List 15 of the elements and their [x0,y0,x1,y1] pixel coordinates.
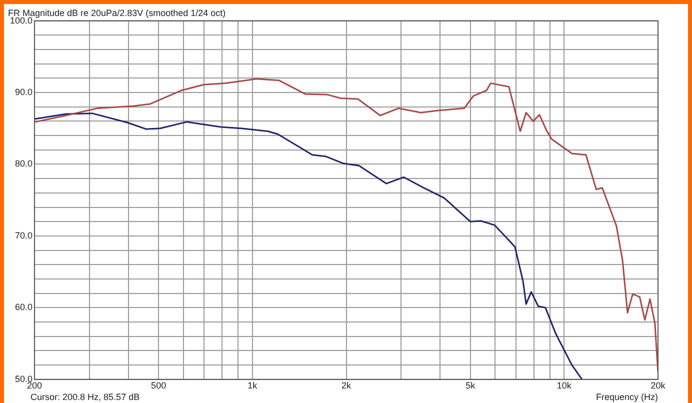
y-tick-label: 80.0 [14,158,33,169]
x-axis-title: Frequency (Hz) [596,392,658,402]
x-tick-label: 5k [466,380,476,390]
x-tick-label: 20k [650,380,666,390]
x-tick-label: 1k [248,380,258,390]
chart-title: FR Magnitude dB re 20uPa/2.83V (smoothed 1/24 oct) [8,8,226,18]
y-tick-label: 100.0 [10,15,33,26]
y-tick-label: 90.0 [14,87,33,98]
x-tick-label: 10k [556,380,572,390]
x-tick-label: 500 [151,380,166,390]
x-tick-label: 2k [342,380,352,390]
y-tick-label: 70.0 [14,230,33,240]
y-tick-label: 60.0 [14,302,33,312]
y-tick-label: 50.0 [14,374,33,384]
text: Cursor: 200.8 Hz, 85.57 dB [30,392,140,402]
